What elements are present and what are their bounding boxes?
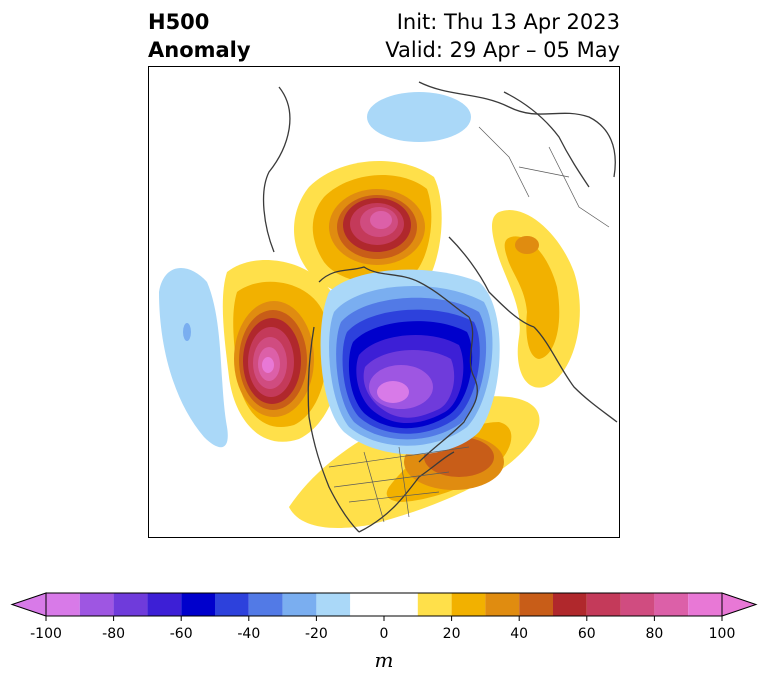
colorbar-bin	[248, 593, 283, 616]
map-canvas	[159, 81, 618, 533]
colorbar-unit: m	[374, 648, 394, 672]
colorbar-ticks	[45, 616, 723, 621]
colorbar-extend-low	[10, 592, 47, 617]
colorbar-bin	[417, 593, 452, 616]
colorbar-bin	[451, 593, 486, 616]
colorbar-tick-label: 100	[708, 626, 736, 642]
positive-anomaly-northeast-pacific	[222, 259, 343, 442]
map-title: H500 Anomaly	[148, 8, 251, 64]
negative-anomaly-arctic-europe	[367, 92, 471, 142]
colorbar-tick-label: 60	[577, 626, 596, 642]
init-date: Init: Thu 13 Apr 2023	[396, 10, 620, 34]
colorbar-bin	[282, 593, 317, 616]
coastlines	[262, 81, 618, 533]
colorbar-tick-label: -100	[30, 626, 62, 642]
colorbar-tick-label: -80	[102, 626, 126, 642]
colorbar-bin	[316, 593, 351, 616]
colorbar-tick-label: 80	[645, 626, 664, 642]
colorbar-bin	[350, 593, 418, 616]
colorbar-segments	[10, 592, 758, 617]
negative-anomaly-central-pacific	[159, 268, 228, 448]
colorbar-bin	[553, 593, 587, 616]
colorbar-bin	[485, 593, 520, 616]
negative-anomaly-canada-hudson-bay	[320, 269, 500, 455]
colorbar-bin	[46, 593, 80, 616]
colorbar-bin	[654, 593, 689, 616]
colorbar-bin	[181, 593, 215, 616]
colorbar-tick-label: -40	[237, 626, 261, 642]
colorbar-bin	[519, 593, 553, 616]
valid-range: Valid: 29 Apr – 05 May	[385, 38, 620, 62]
colorbar-bin	[113, 593, 148, 616]
colorbar-tick-label: -60	[169, 626, 193, 642]
positive-anomaly-siberia-asia	[492, 210, 580, 388]
title-quantity: Anomaly	[148, 38, 251, 62]
colorbar-bin	[586, 593, 621, 616]
colorbar-tick-label: -20	[304, 626, 328, 642]
colorbar-bin	[620, 593, 655, 616]
colorbar-tick-label: 0	[379, 626, 389, 642]
anomaly-map	[148, 66, 620, 538]
colorbar	[10, 592, 758, 621]
positive-anomaly-north-atlantic-greenland	[294, 160, 442, 300]
colorbar-bin	[147, 593, 182, 616]
title-field: H500	[148, 10, 210, 34]
political-borders	[328, 126, 610, 523]
colorbar-bin	[688, 593, 722, 616]
colorbar-extend-high	[721, 592, 758, 617]
colorbar-bin	[215, 593, 249, 616]
colorbar-tick-label: 40	[510, 626, 529, 642]
colorbar-bin	[79, 593, 114, 616]
map-dates: Init: Thu 13 Apr 2023 Valid: 29 Apr – 05…	[385, 8, 620, 64]
colorbar-tick-label: 20	[442, 626, 461, 642]
